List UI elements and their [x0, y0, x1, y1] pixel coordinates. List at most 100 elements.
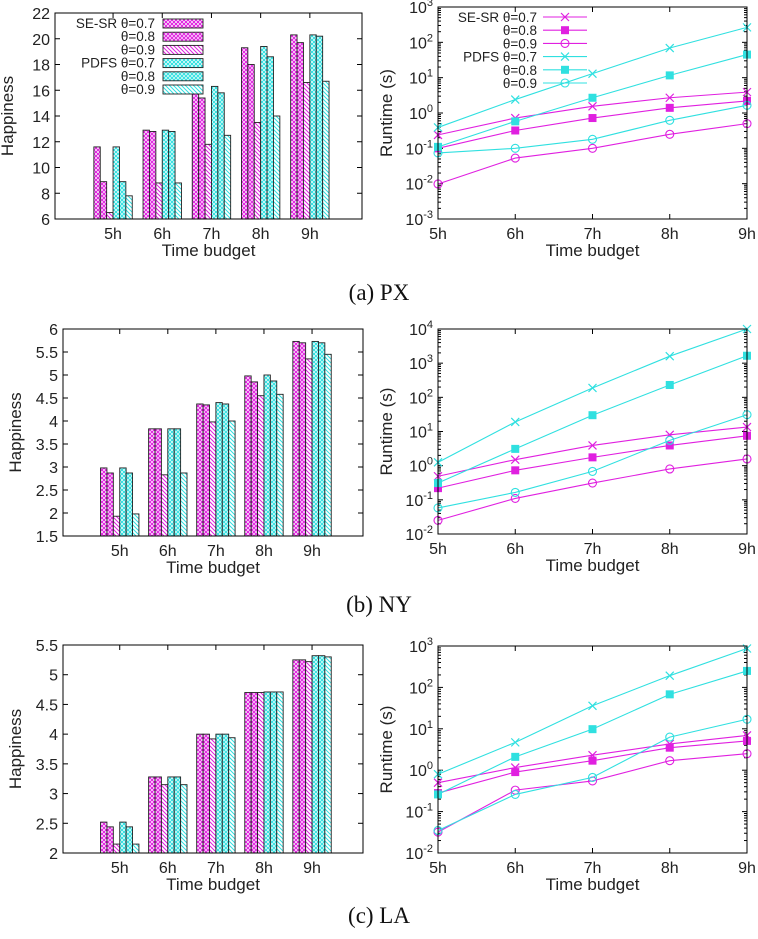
x-axis-label: Time budget: [546, 556, 640, 575]
point-pdfs-0.7-6h: [510, 95, 520, 104]
x-tick-label: 8h: [661, 541, 679, 558]
x-tick-label: 9h: [738, 541, 756, 558]
point-pdfs-0.7-6h: [510, 737, 520, 747]
bar-pdfs-0.9-7h: [228, 737, 236, 854]
y-tick-exponent: 1: [427, 68, 433, 80]
bar-pdfs-0.9-6h: [174, 182, 182, 220]
square-marker: [588, 93, 597, 102]
chart-la-happiness: 2 2.5 3 3.5 4 4.5 5 5.5 5h 6h 7h 8h 9h Time budget Hap…: [6, 638, 364, 894]
circle-marker: [665, 129, 675, 139]
point-pdfs-0.7-7h: [588, 69, 597, 79]
y-tick-exponent: -1: [423, 138, 433, 150]
y-tick-label: 6: [41, 212, 50, 229]
y-tick-label: 101: [409, 719, 433, 739]
plot-frame: [62, 644, 364, 854]
point-pdfs-0.9-6h: [510, 789, 520, 799]
x-tick-label: 9h: [303, 860, 321, 877]
bar-se-sr-0.9-6h: [160, 784, 169, 854]
square-marker: [588, 453, 597, 462]
bar-se-sr-0.8-8h: [250, 692, 259, 854]
x-tick-label: 8h: [661, 226, 679, 243]
bar-se-sr-0.9-8h: [257, 395, 265, 537]
point-se-sr-0.9-7h: [587, 143, 598, 153]
circle-marker: [665, 464, 675, 474]
point-se-sr-0.8-6h: [511, 768, 520, 777]
point-pdfs-0.7-8h: [665, 43, 675, 53]
y-tick-label: 10-1: [405, 802, 433, 822]
bar-se-sr-0.8-8h: [250, 381, 259, 537]
x-tick-label: 6h: [506, 541, 524, 558]
point-se-sr-0.8-6h: [511, 466, 520, 475]
bar-pdfs-0.9-9h: [324, 656, 332, 854]
x-tick-label: 6h: [159, 543, 177, 560]
y-tick-label: 103: [409, 353, 433, 373]
circle-marker: [560, 38, 570, 48]
y-tick-label: 8: [41, 186, 50, 203]
x-marker: [665, 43, 675, 53]
point-se-sr-0.9-7h: [587, 478, 598, 488]
x-marker: [510, 737, 520, 747]
y-tick-label: 103: [409, 636, 433, 656]
bar-se-sr-0.8-5h: [106, 826, 114, 854]
chart-px-happiness: 6 8 10 12 14 16 18 20 22 5h 6h 7h 8h 9h Time budget Hap…: [0, 6, 363, 260]
square-marker: [511, 466, 520, 475]
legend-label: θ=0.8: [121, 69, 155, 84]
bar-pdfs-0.8-6h: [168, 130, 176, 220]
bar-pdfs-0.9-5h: [132, 513, 140, 537]
y-tick-label: 4.5: [36, 391, 58, 408]
bar-pdfs-0.8-5h: [125, 472, 133, 537]
y-tick-label: 1.5: [36, 529, 58, 546]
x-tick-label: 6h: [506, 226, 524, 243]
y-axis-label: Happiness: [6, 709, 25, 789]
x-tick-label: 7h: [207, 860, 225, 877]
bar-se-sr-0.7-6h: [148, 776, 156, 854]
x-tick-label: 8h: [255, 543, 273, 560]
bar-pdfs-0.7-9h: [311, 655, 319, 854]
y-tick-exponent: 2: [427, 387, 433, 399]
y-tick-label: 100: [409, 456, 433, 476]
y-tick-label: 5: [49, 668, 58, 685]
bar-pdfs-0.7-7h: [211, 85, 219, 220]
legend-swatch: [162, 31, 204, 42]
y-tick-label: 100: [409, 760, 433, 780]
square-marker: [511, 126, 520, 135]
point-se-sr-0.7-7h: [588, 441, 597, 450]
bar-pdfs-0.7-9h: [309, 34, 317, 220]
point-pdfs-0.8-7h: [588, 725, 597, 734]
point-pdfs-0.8-7h: [588, 411, 597, 420]
bar-se-sr-0.9-7h: [204, 143, 212, 220]
bar-pdfs-0.7-8h: [260, 46, 268, 220]
line-pdfs-0.7: [437, 328, 748, 463]
y-tick-label: 10: [32, 161, 50, 178]
point-pdfs-0.9-6h: [510, 487, 520, 497]
square-marker: [561, 26, 569, 35]
point-se-sr-0.9-8h: [665, 756, 675, 766]
x-tick-label: 5h: [429, 541, 447, 558]
bar-se-sr-0.9-8h: [257, 692, 265, 854]
legend-swatch: [162, 84, 204, 95]
circle-marker: [587, 143, 598, 153]
y-tick-exponent: 3: [427, 353, 433, 365]
bar-se-sr-0.9-6h: [155, 182, 163, 220]
bar-se-sr-0.8-6h: [154, 428, 162, 537]
y-tick-label: 16: [32, 83, 50, 100]
bar-se-sr-0.8-5h: [106, 472, 114, 537]
legend-label: θ=0.9: [503, 76, 537, 91]
bar-pdfs-0.8-7h: [221, 733, 230, 854]
point-pdfs-0.8-6h: [511, 444, 520, 453]
y-axis-label: Runtime (s): [377, 706, 396, 794]
x-marker: [588, 383, 597, 393]
legend-label: θ=0.8: [503, 63, 537, 78]
circle-marker: [587, 478, 598, 488]
circle-marker: [510, 789, 520, 799]
x-marker: [588, 69, 597, 79]
x-marker: [665, 351, 675, 361]
y-tick-label: 4.5: [36, 697, 58, 714]
y-tick-label: 6: [49, 322, 58, 339]
square-marker: [511, 768, 520, 777]
y-tick-label: 18: [32, 58, 50, 75]
x-tick-label: 5h: [429, 226, 447, 243]
legend-label: θ=0.8: [121, 29, 155, 44]
y-tick-exponent: 2: [427, 32, 433, 44]
y-axis-label: Runtime (s): [377, 69, 396, 157]
